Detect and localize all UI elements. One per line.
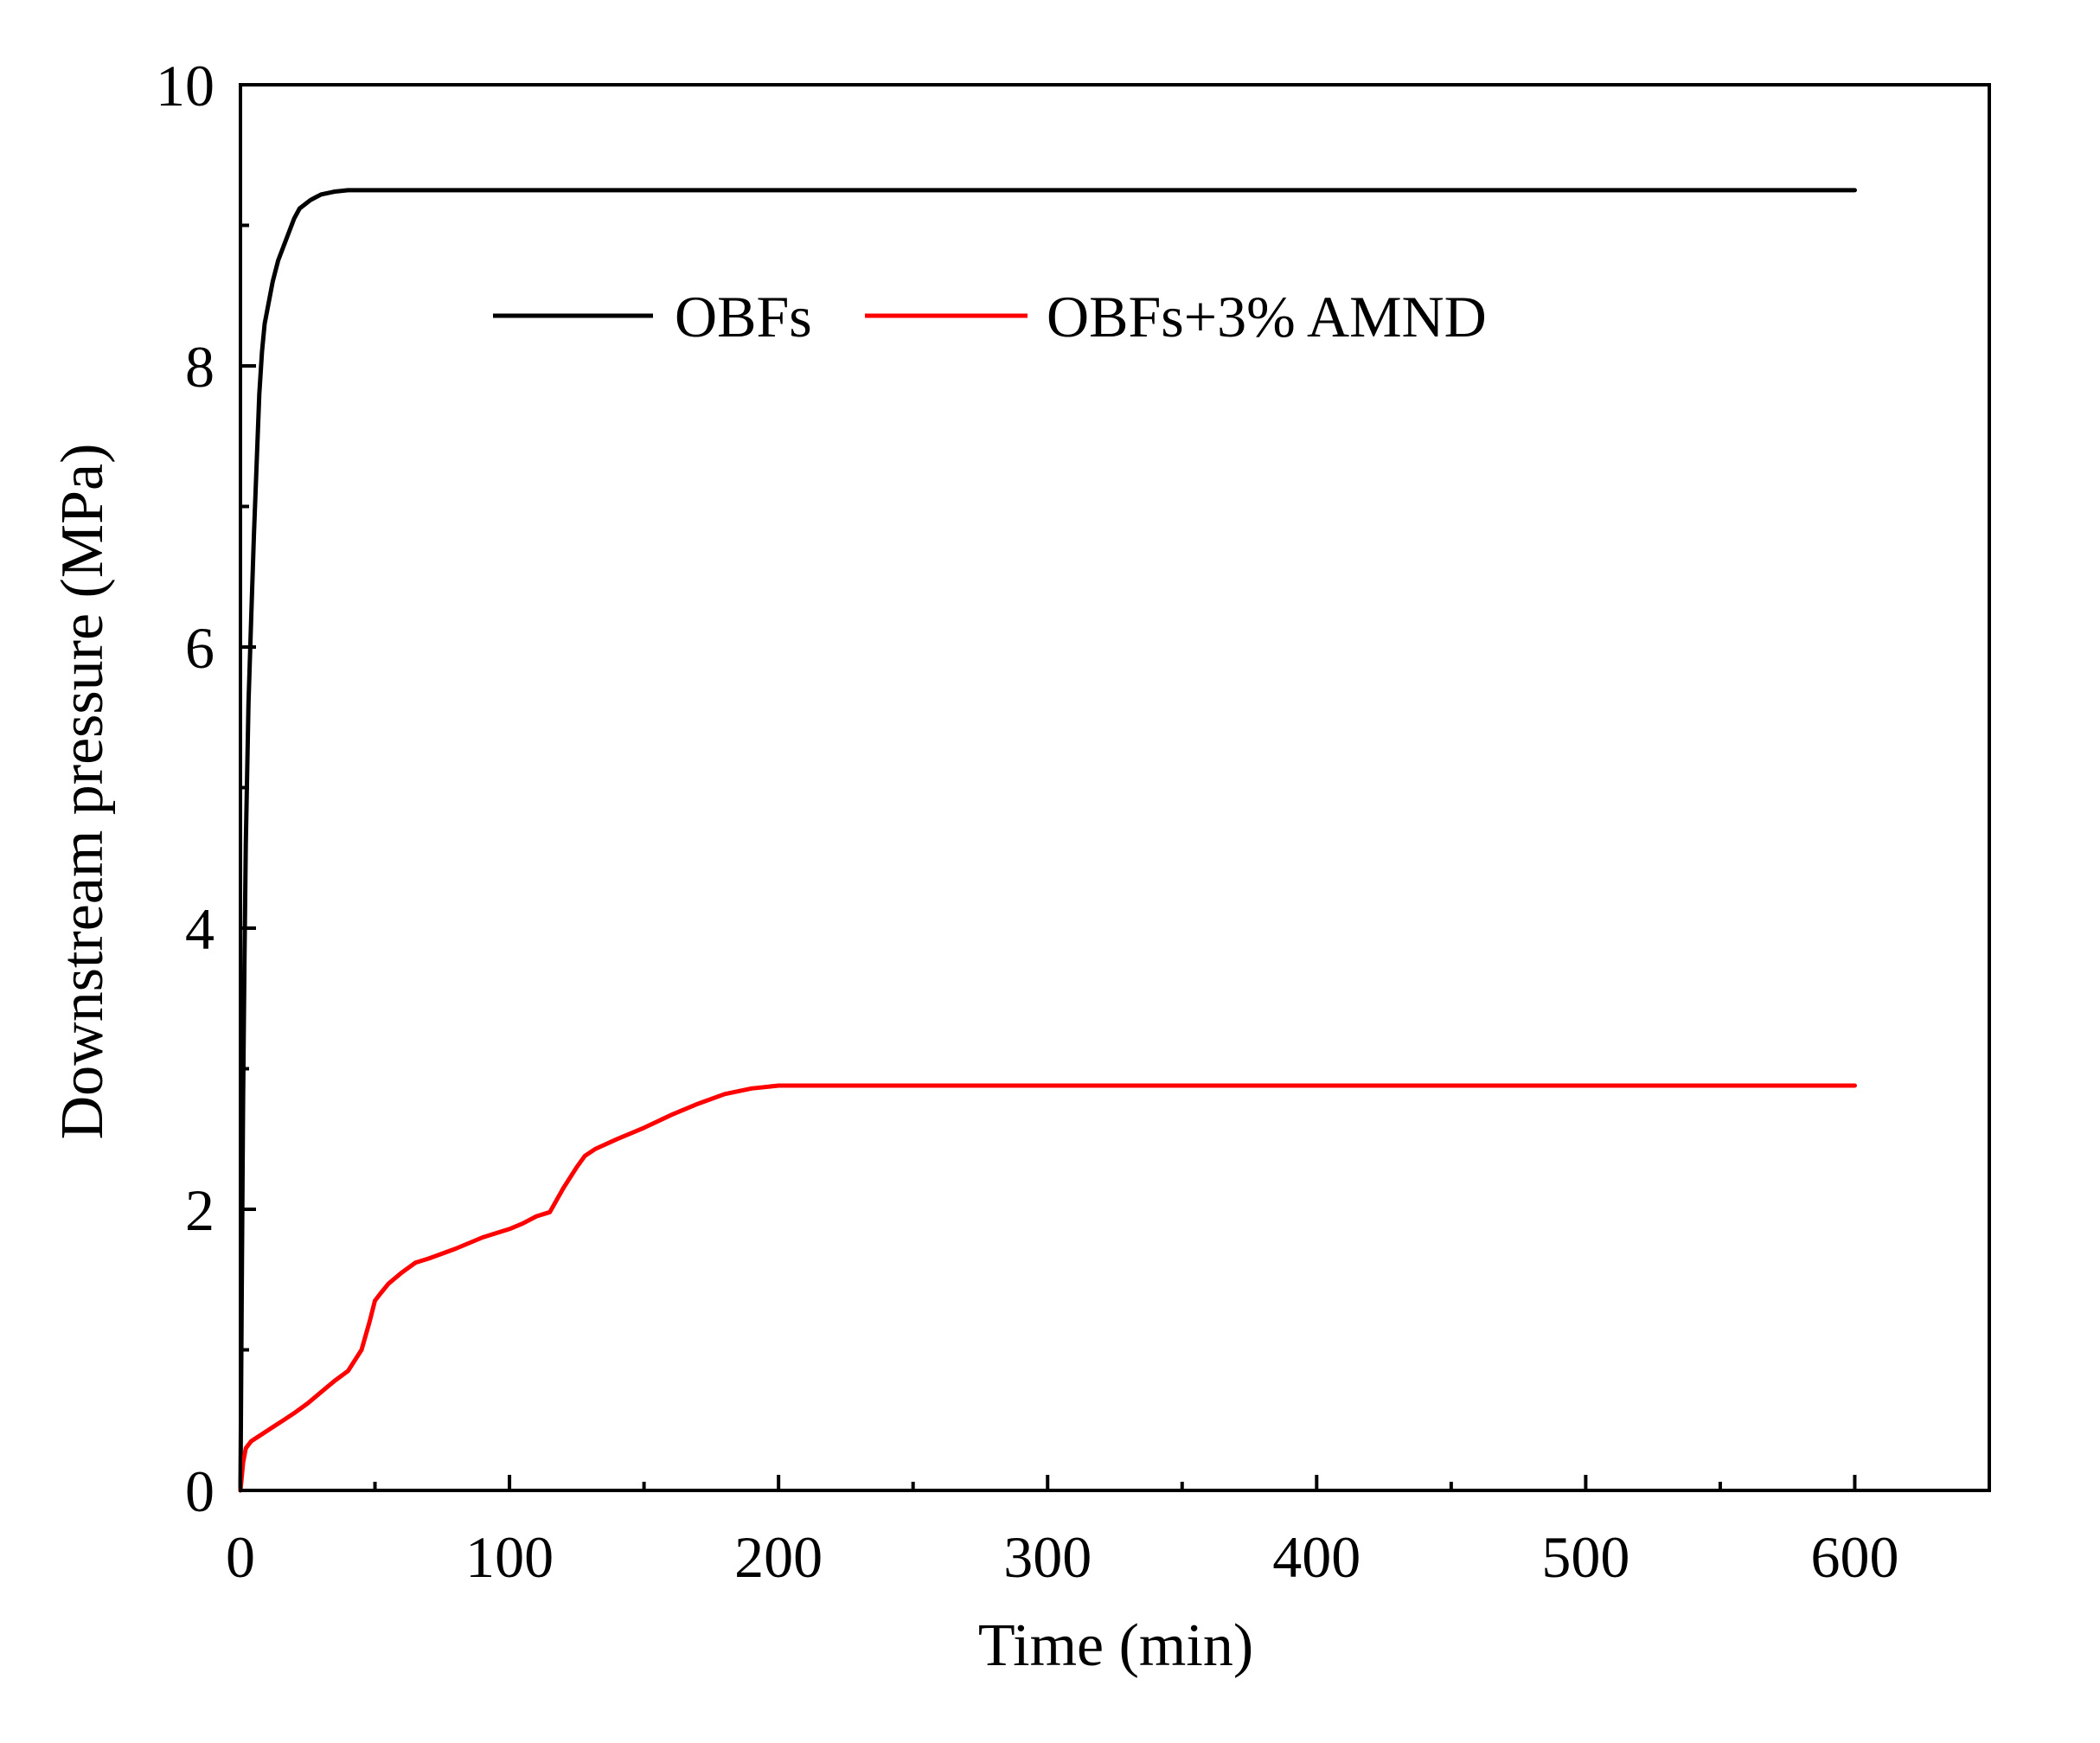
x-axis-label: Time (min) xyxy=(978,1612,1253,1679)
axes: 0 100 200 300 400 500 600 0 2 4 6 8 10 xyxy=(156,53,1991,1590)
y-axis-label: Downstream pressure (MPa) xyxy=(49,444,116,1140)
x-tick-label: 600 xyxy=(1810,1524,1898,1590)
x-tick-label: 0 xyxy=(226,1524,255,1590)
x-tick-label: 500 xyxy=(1541,1524,1629,1590)
y-tick-label: 0 xyxy=(185,1458,214,1524)
legend-label-obfs-amnd: OBFs+3% AMND xyxy=(1047,284,1487,349)
x-tick-label: 100 xyxy=(465,1524,554,1590)
y-tick-label: 2 xyxy=(185,1177,214,1243)
y-tick-label: 4 xyxy=(185,896,214,962)
legend: OBFs OBFs+3% AMND xyxy=(493,284,1487,349)
x-tick-label: 400 xyxy=(1272,1524,1361,1590)
series-line-obfs xyxy=(238,188,1857,1493)
x-tick-label: 300 xyxy=(1003,1524,1092,1590)
y-tick-label: 6 xyxy=(185,615,214,681)
y-tick-label: 10 xyxy=(156,53,214,119)
y-tick-label: 8 xyxy=(185,334,214,400)
plot-area xyxy=(238,188,1857,1493)
series-line-obfs-amnd xyxy=(238,1083,1857,1493)
x-tick-label: 200 xyxy=(734,1524,823,1590)
legend-label-obfs: OBFs xyxy=(675,284,812,349)
